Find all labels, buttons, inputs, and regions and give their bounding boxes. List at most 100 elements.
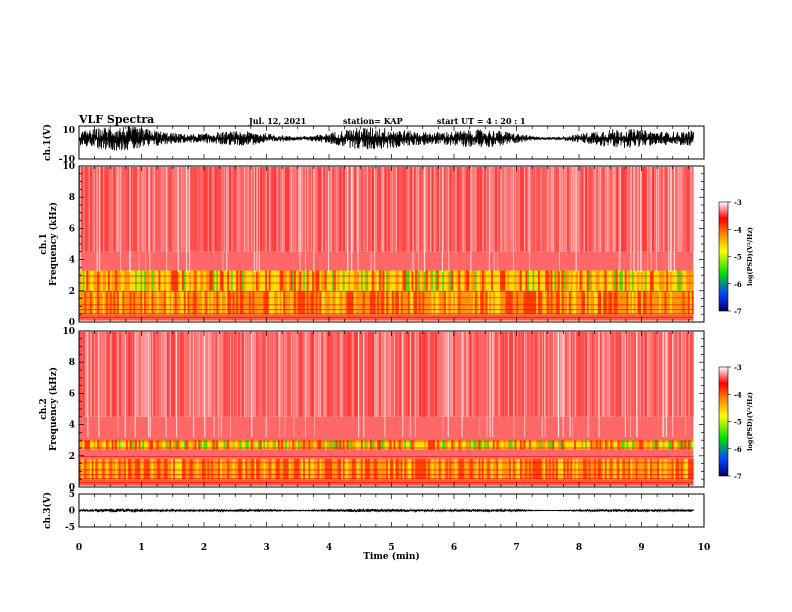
spectrum-column bbox=[617, 458, 620, 480]
spectrum-column bbox=[97, 440, 100, 450]
spectrum-column bbox=[198, 290, 201, 315]
y-axis-title: ch.3(V) bbox=[42, 492, 53, 529]
spectrum-column bbox=[471, 458, 474, 480]
spectrum-column bbox=[471, 270, 474, 291]
spectrum-column bbox=[677, 167, 680, 252]
spectrum-column bbox=[431, 290, 434, 315]
spectrum-column bbox=[563, 270, 566, 291]
spectrum-column bbox=[295, 270, 299, 291]
spectrum-column bbox=[378, 440, 382, 450]
x-tick-label: 9 bbox=[638, 543, 644, 553]
spectrum-column bbox=[519, 440, 523, 450]
spectrum-column bbox=[263, 167, 266, 252]
spectrum-column bbox=[496, 290, 499, 315]
spectrum-column bbox=[286, 167, 290, 252]
spectrum-column bbox=[238, 290, 241, 315]
spectrum-column bbox=[635, 458, 638, 480]
spectrum-column bbox=[169, 440, 172, 450]
spectrum-column bbox=[355, 332, 358, 417]
spectrum-column bbox=[120, 458, 123, 480]
spectrum-column bbox=[534, 270, 537, 291]
spectrum-column bbox=[411, 270, 414, 291]
spectrum-column bbox=[171, 270, 174, 291]
spectrum-column bbox=[196, 290, 199, 315]
spectrum-column bbox=[431, 440, 434, 450]
spectrum-column bbox=[595, 440, 599, 450]
spectrum-column bbox=[232, 440, 235, 450]
spectrum-column bbox=[339, 458, 342, 480]
spectrum-column bbox=[527, 440, 530, 450]
spectrum-column bbox=[125, 458, 129, 480]
spectrum-column bbox=[210, 167, 214, 252]
spectrum-column bbox=[575, 270, 579, 291]
spectrum-column bbox=[621, 332, 624, 417]
spectrum-column bbox=[313, 458, 317, 480]
spectrum-column bbox=[492, 290, 496, 315]
spectrum-column bbox=[174, 167, 177, 252]
spectrum-column bbox=[281, 270, 284, 291]
spectrum-column bbox=[442, 270, 445, 291]
spectrum-column bbox=[162, 167, 165, 252]
spectrum-column bbox=[680, 440, 683, 450]
spectrum-column bbox=[586, 458, 589, 480]
spectrum-column bbox=[512, 167, 515, 252]
spectrum-column bbox=[509, 167, 512, 252]
spectrum-column bbox=[321, 167, 324, 252]
spectrum-column bbox=[109, 270, 112, 291]
spectrum-column bbox=[167, 440, 170, 450]
y-axis-title: ch.2 bbox=[39, 398, 49, 419]
spectrum-column bbox=[550, 458, 553, 480]
spectrum-column bbox=[402, 270, 405, 291]
spectrum-column bbox=[151, 332, 154, 417]
spectrum-column bbox=[321, 332, 324, 417]
spectrum-column bbox=[368, 458, 371, 480]
spectrum-column bbox=[243, 167, 246, 252]
spectrum-column bbox=[476, 458, 479, 480]
spectrum-column bbox=[187, 167, 190, 252]
spectrum-column bbox=[601, 458, 604, 480]
spectrum-column bbox=[138, 440, 141, 450]
spectrum-column bbox=[617, 440, 620, 450]
spectrum-column bbox=[539, 290, 542, 315]
spectrum-column bbox=[592, 440, 595, 450]
spectrum-column bbox=[297, 167, 300, 252]
spectrum-column bbox=[140, 167, 143, 252]
spectrum-column bbox=[556, 440, 559, 450]
spectrum-column bbox=[80, 332, 84, 417]
spectrum-column bbox=[561, 270, 564, 291]
spectrum-column bbox=[599, 440, 602, 450]
spectrum-column bbox=[321, 290, 324, 315]
spectrum-column bbox=[514, 270, 517, 291]
spectrum-column bbox=[474, 332, 477, 417]
spectrum-column bbox=[373, 332, 376, 417]
spectrum-column bbox=[608, 290, 611, 315]
spectrum-column bbox=[655, 440, 658, 450]
spectrum-column bbox=[257, 270, 261, 291]
spectrum-column bbox=[205, 270, 208, 291]
spectrum-column bbox=[196, 332, 199, 417]
spectrum-column bbox=[615, 290, 618, 315]
spectrum-column bbox=[218, 440, 221, 450]
spectrum-column bbox=[552, 290, 555, 315]
colorbar-tick-label: -7 bbox=[734, 472, 742, 481]
spectrum-column bbox=[653, 270, 656, 291]
spectrum-column bbox=[416, 167, 420, 252]
spectrum-column bbox=[536, 290, 539, 315]
spectrum-column bbox=[266, 440, 270, 450]
spectrum-column bbox=[525, 290, 528, 315]
spectrum-column bbox=[84, 458, 87, 480]
spectrum-column bbox=[174, 458, 177, 480]
spectrum-column bbox=[501, 290, 505, 315]
spectrum-column bbox=[342, 167, 346, 252]
spectrum-column bbox=[266, 167, 270, 252]
spectrum-column bbox=[447, 458, 450, 480]
spectrum-column bbox=[93, 167, 96, 252]
spectrum-column bbox=[214, 290, 217, 315]
spectrum-column bbox=[532, 332, 535, 417]
spectrum-column bbox=[245, 290, 248, 315]
spectrum-column bbox=[619, 270, 622, 291]
spectrum-column bbox=[460, 440, 463, 450]
spectrum-column bbox=[523, 167, 526, 252]
spectrum-column bbox=[313, 440, 317, 450]
spectrum-column bbox=[577, 332, 580, 417]
